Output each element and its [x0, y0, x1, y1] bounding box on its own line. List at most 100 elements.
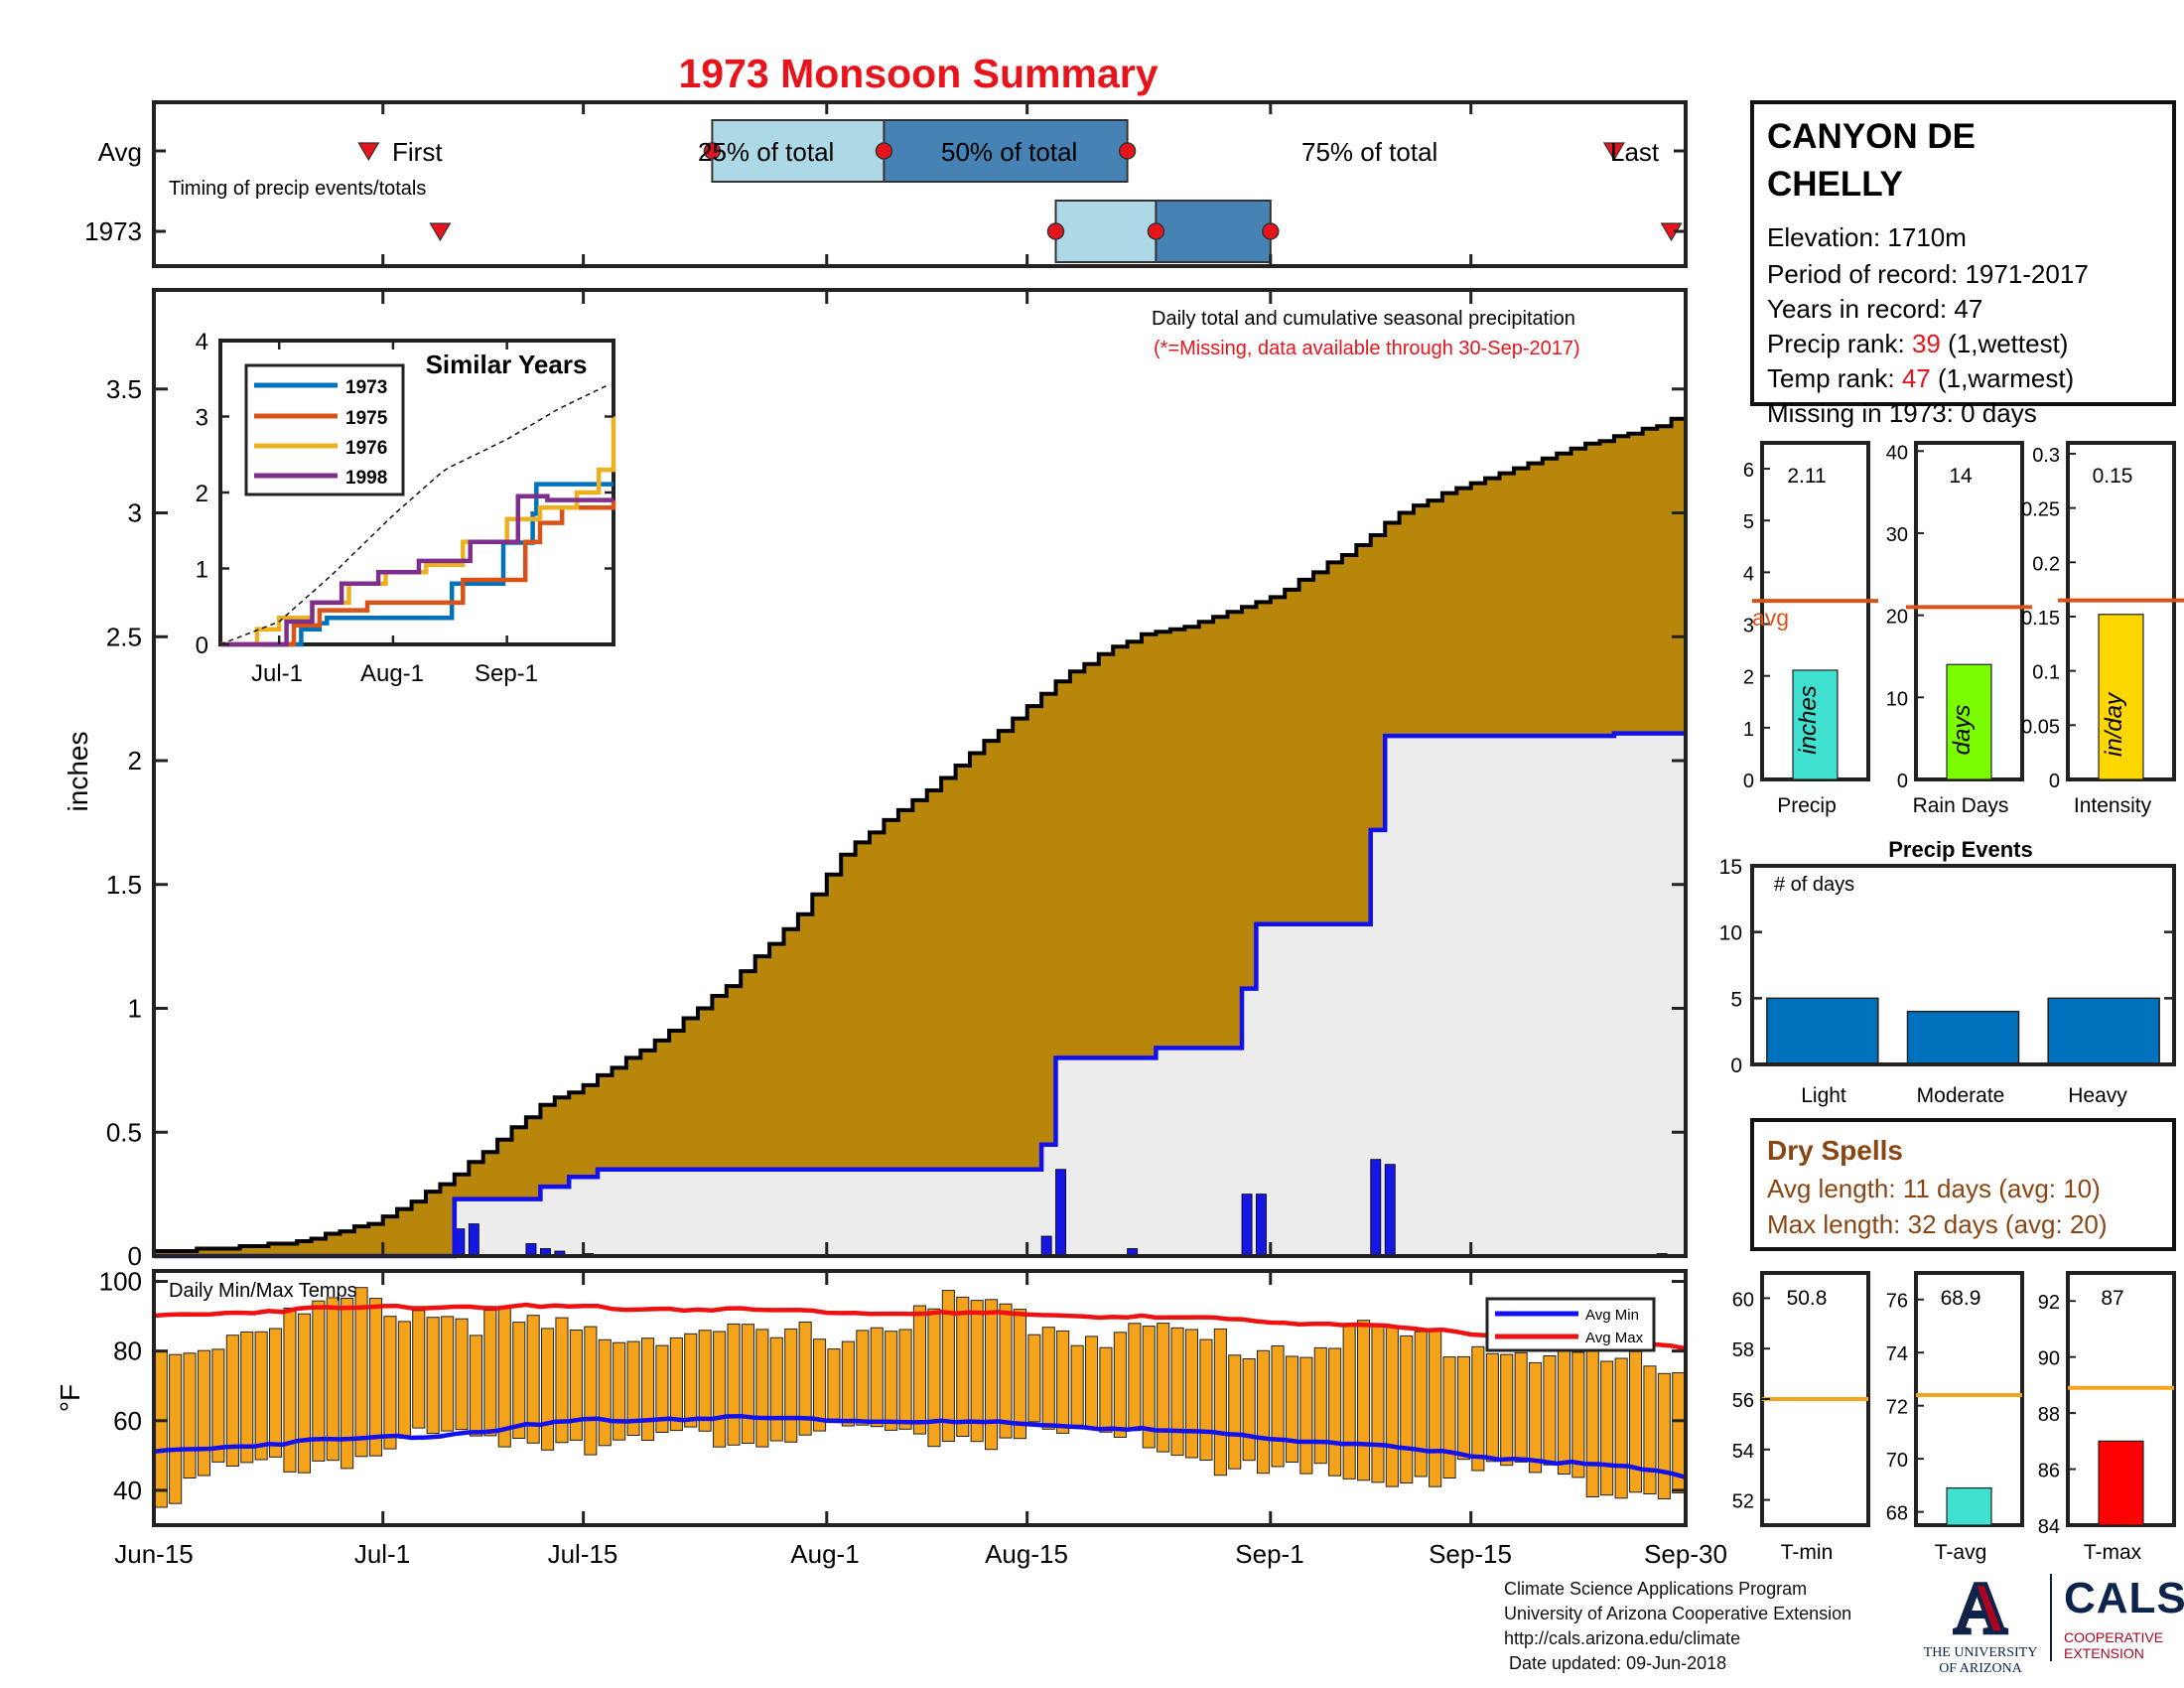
cumulative-precip-line: [154, 411, 1688, 1253]
daily-temp-bar: [1585, 1348, 1599, 1498]
timing-avg-quantile-marker: [875, 142, 893, 160]
xtick-jul1: Jul-1: [354, 1539, 410, 1569]
daily-temp-bar: [254, 1331, 268, 1461]
daily-temp-bar: [1027, 1334, 1041, 1423]
daily-temp-bar: [1385, 1325, 1399, 1487]
precip-mini-ytick-label: 3: [1743, 616, 1754, 637]
temp-stats-panel: 52 54 56 58 60 68 70 72 74 76 84 86 88 90 92: [1732, 1271, 2176, 1538]
intensity-mini-ytick-label: 0.3: [2032, 445, 2060, 467]
cals-logo[interactable]: CALS COOPERATIVE EXTENSION: [2050, 1574, 2184, 1661]
inset-ytick-label: 1: [196, 557, 208, 584]
tavg-mini-ytick-label: 74: [1886, 1343, 1908, 1365]
daily-temp-bar: [283, 1307, 297, 1473]
precip-mini-ytick-label: 2: [1743, 667, 1754, 689]
main-ytick-label: 3.5: [106, 374, 142, 404]
xtick-sep1: Sep-1: [1235, 1539, 1303, 1569]
timing-1973-q25-q50-box: [1054, 200, 1158, 263]
events-ylabel-note: # of days: [1774, 874, 1854, 896]
inset-xtick-jul1: Jul-1: [251, 660, 303, 687]
inset-line-1976: [220, 416, 616, 647]
daily-temp-bar: [1242, 1358, 1256, 1462]
daily-temp-bar: [970, 1300, 984, 1443]
inset-line-1998: [220, 493, 614, 647]
timing-q50-label: 50% of total: [941, 137, 1077, 167]
daily-temp-bar: [225, 1335, 239, 1467]
precip-mini-ytick-label: 1: [1743, 719, 1754, 741]
timing-avg-quantile-marker: [703, 142, 722, 160]
footer-line-program: Climate Science Applications Program: [1504, 1579, 1808, 1599]
main-ytick-label: 2.5: [106, 622, 142, 651]
daily-temp-bar: [985, 1299, 999, 1451]
daily-temp-bar: [784, 1328, 798, 1443]
tmax-mini-bar: [2098, 1440, 2144, 1526]
timing-1973-first-last-marker: [429, 222, 452, 242]
daily-temp-bar: [1485, 1352, 1499, 1463]
station-name-line2: CHELLY: [1767, 165, 1903, 204]
ua-line1: THE UNIVERSITY: [1923, 1645, 2038, 1660]
university-of-arizona-logo[interactable]: A THE UNIVERSITY OF ARIZONA: [1921, 1568, 2040, 1677]
daily-temp-bar: [684, 1333, 698, 1428]
events-frame: [1750, 864, 2176, 1066]
daily-temp-bar: [397, 1321, 411, 1439]
daily-temp-bar: [1600, 1360, 1614, 1496]
precip-stats-panel: 0 1 2 3 4 5 6 0 10 20 30 40 0 0.05 0.1 0.15 0.2 0.25 0.3: [1743, 441, 2184, 792]
station-years: Years in record: 47: [1767, 294, 1982, 324]
daily-temp-bar: [1414, 1331, 1428, 1477]
inset-layer: 0 1 2 3 4: [196, 329, 616, 659]
daily-temp-bar: [856, 1330, 870, 1426]
legend-1998: 1998: [345, 468, 387, 489]
intensity-unit-label: in/day: [2101, 691, 2127, 757]
daily-temp-bar: [827, 1348, 841, 1420]
daily-temp-bar: [1013, 1309, 1027, 1440]
inset-legend: 1973 1975 1976 1998: [244, 363, 405, 496]
tavg-stat-label: T-avg: [1935, 1541, 1987, 1564]
daily-temp-bar: [312, 1300, 326, 1462]
tmax-mini-ytick-label: 88: [2038, 1404, 2060, 1426]
daily-temp-bar: [341, 1298, 354, 1470]
legend-avg-max: Avg Max: [1585, 1330, 1644, 1346]
daily-temp-bar: [1299, 1356, 1313, 1475]
raindays-mini-ytick-label: 0: [1897, 771, 1908, 792]
tmin-mini-ytick-label: 58: [1732, 1339, 1754, 1361]
daily-temp-bar: [1328, 1347, 1342, 1477]
inset-ytick-label: 0: [196, 633, 208, 659]
daily-temp-bar: [1184, 1329, 1199, 1459]
timing-1973-quantile-marker: [1262, 222, 1280, 240]
events-bar-light: [1766, 997, 1879, 1065]
tavg-mini-ytick-label: 68: [1886, 1503, 1908, 1525]
inset-line-1975: [220, 499, 616, 647]
daily-temp-bar: [927, 1308, 941, 1448]
timing-row-avg-label: Avg: [98, 137, 142, 167]
legend-1973: 1973: [345, 377, 387, 398]
daily-temp-bar: [598, 1338, 612, 1447]
station-temp-rank: Temp rank: 47 (1,warmest): [1767, 363, 2074, 393]
events-bar-moderate: [1906, 1010, 2020, 1065]
daily-temp-bar: [569, 1330, 583, 1441]
daily-precip-bar: [1384, 1164, 1396, 1257]
timing-last-label: Last: [1610, 137, 1660, 167]
daily-temp-bar: [240, 1331, 254, 1464]
daily-temp-bar: [1142, 1326, 1156, 1449]
dry-spells-title: Dry Spells: [1767, 1135, 1903, 1166]
daily-temp-bar: [1657, 1372, 1671, 1500]
temp-legend: Avg Min Avg Max: [1485, 1297, 1656, 1352]
main-ytick-label: 3: [128, 498, 142, 528]
timing-avg-first-last-marker: [1602, 142, 1625, 162]
daily-temp-bar: [354, 1287, 368, 1458]
tmax-mini-ytick-label: 90: [2038, 1348, 2060, 1370]
timing-avg-quantile-marker: [1118, 142, 1137, 160]
daily-temp-bar: [541, 1328, 555, 1451]
daily-temp-bar: [769, 1336, 783, 1442]
daily-temp-bar: [1128, 1323, 1142, 1432]
tmin-mini-ytick-label: 54: [1732, 1441, 1754, 1463]
intensity-mini-ytick-label: 0.1: [2032, 662, 2060, 684]
daily-temp-bar: [813, 1338, 827, 1432]
dry-spells-max: Max length: 32 days (avg: 20): [1767, 1209, 2108, 1239]
daily-temp-bar: [755, 1329, 769, 1448]
footer-line-url[interactable]: http://cals.arizona.edu/climate: [1504, 1628, 1741, 1648]
inset-ytick-label: 4: [196, 329, 208, 355]
ua-block-a-icon: A: [1952, 1568, 2008, 1649]
timing-avg-first-last-marker: [357, 142, 380, 162]
daily-temp-bar: [941, 1290, 955, 1442]
